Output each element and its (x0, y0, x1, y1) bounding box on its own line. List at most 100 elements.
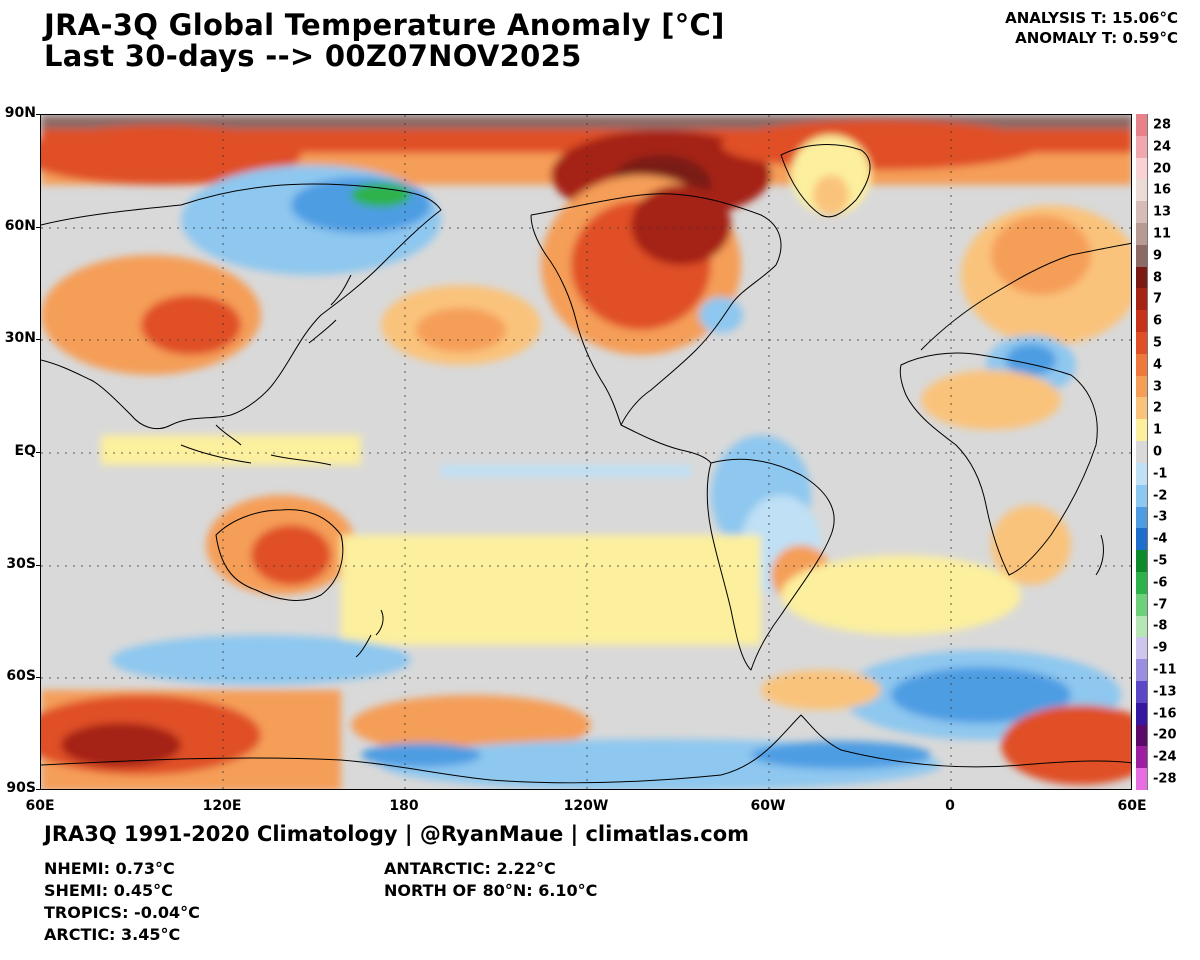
colorbar-level: 20 (1136, 157, 1198, 180)
colorbar-label: 16 (1153, 182, 1172, 198)
colorbar-label: 11 (1153, 226, 1172, 242)
colorbar-swatch (1136, 724, 1148, 747)
colorbar-level: 6 (1136, 310, 1198, 333)
colorbar-level: 1 (1136, 419, 1198, 442)
colorbar-level: -24 (1136, 746, 1198, 769)
colorbar-label: -28 (1153, 771, 1177, 787)
colorbar-label: -13 (1153, 684, 1177, 700)
colorbar-swatch (1136, 419, 1148, 442)
stat-tropics: TROPICS: -0.04°C (44, 903, 200, 922)
colorbar-label: 2 (1153, 400, 1163, 416)
stat-arctic: ARCTIC: 3.45°C (44, 925, 181, 944)
colorbar-swatch (1136, 135, 1148, 158)
colorbar-label: -2 (1153, 488, 1168, 504)
lon-label-60w: 60W (750, 798, 786, 814)
colorbar-swatch (1136, 702, 1148, 725)
title-line-1: JRA-3Q Global Temperature Anomaly [°C] (44, 8, 725, 42)
colorbar-label: -4 (1153, 531, 1168, 547)
colorbar-level: 28 (1136, 114, 1198, 136)
colorbar-swatch (1136, 637, 1148, 660)
colorbar-swatch (1136, 244, 1148, 267)
colorbar-level: 13 (1136, 201, 1198, 224)
colorbar-swatch (1136, 593, 1148, 616)
colorbar-label: -9 (1153, 640, 1168, 656)
colorbar-swatch (1136, 484, 1148, 507)
colorbar-level: -7 (1136, 593, 1198, 616)
regional-stats-left: NHEMI: 0.73°C SHEMI: 0.45°C TROPICS: -0.… (44, 858, 200, 946)
title-line-2: Last 30-days --> 00Z07NOV2025 (44, 39, 582, 73)
colorbar-label: 4 (1153, 357, 1163, 373)
colorbar-label: 3 (1153, 379, 1163, 395)
colorbar-swatch (1136, 550, 1148, 572)
colorbar-swatch (1136, 157, 1148, 180)
colorbar-level: -13 (1136, 680, 1198, 703)
colorbar-label: -11 (1153, 662, 1177, 678)
colorbar-label: 5 (1153, 335, 1163, 351)
colorbar-label: 7 (1153, 291, 1163, 307)
graticule (41, 115, 1131, 789)
stat-nhemi: NHEMI: 0.73°C (44, 859, 175, 878)
lat-label-30n: 30N (4, 330, 36, 346)
stat-shemi: SHEMI: 0.45°C (44, 881, 173, 900)
colorbar-level: 7 (1136, 288, 1198, 311)
colorbar-swatch (1136, 266, 1148, 289)
colorbar-level: 8 (1136, 266, 1198, 289)
colorbar-swatch (1136, 659, 1148, 681)
colorbar-level: 11 (1136, 223, 1198, 245)
colorbar-swatch (1136, 680, 1148, 703)
colorbar-label: 13 (1153, 204, 1172, 220)
colorbar-swatch (1136, 223, 1148, 245)
colorbar-level: 24 (1136, 135, 1198, 158)
colorbar-label: 24 (1153, 139, 1172, 155)
stat-north-of-80n: NORTH OF 80°N: 6.10°C (384, 881, 598, 900)
colorbar-level: 4 (1136, 353, 1198, 376)
anomaly-map[interactable] (40, 114, 1132, 790)
colorbar-label: -16 (1153, 706, 1177, 722)
colorbar-swatch (1136, 201, 1148, 224)
colorbar-swatch (1136, 615, 1148, 638)
colorbar-swatch (1136, 375, 1148, 398)
colorbar-swatch (1136, 462, 1148, 485)
colorbar-level: -9 (1136, 637, 1198, 660)
colorbar-swatch (1136, 571, 1148, 594)
lon-label-0: 0 (945, 798, 955, 814)
lon-label-120e: 120E (202, 798, 242, 814)
anomaly-temperature: ANOMALY T: 0.59°C (1015, 29, 1178, 47)
colorbar-level: 16 (1136, 179, 1198, 202)
colorbar-level: 9 (1136, 244, 1198, 267)
colorbar-label: -24 (1153, 749, 1177, 765)
colorbar-swatch (1136, 506, 1148, 529)
coastlines (41, 144, 1131, 784)
colorbar-label: -1 (1153, 466, 1168, 482)
colorbar-level: 5 (1136, 332, 1198, 354)
colorbar-label: 6 (1153, 313, 1163, 329)
colorbar-level: -28 (1136, 768, 1198, 790)
colorbar-level: -16 (1136, 702, 1198, 725)
credits-line: JRA3Q 1991-2020 Climatology | @RyanMaue … (44, 822, 750, 846)
anomaly-field (41, 115, 1131, 789)
lat-label-90s: 90S (6, 780, 36, 796)
colorbar-level: -8 (1136, 615, 1198, 638)
colorbar-level: 0 (1136, 441, 1198, 463)
lat-label-60n: 60N (4, 218, 36, 234)
colorbar-swatch (1136, 310, 1148, 333)
colorbar-level: -3 (1136, 506, 1198, 529)
colorbar-label: 28 (1153, 117, 1172, 133)
colorbar-swatch (1136, 288, 1148, 311)
colorbar-legend: 28 24 20 16 13 11 9 8 7 6 5 4 3 2 1 0 -1 -2 -3 -4 -5 -6 -7 -8 -9… (1136, 114, 1198, 790)
lon-label-60e-right: 60E (1117, 798, 1147, 814)
colorbar-label: -20 (1153, 727, 1177, 743)
colorbar-label: -3 (1153, 509, 1168, 525)
lon-label-60e: 60E (25, 798, 55, 814)
colorbar-label: -8 (1153, 618, 1168, 634)
colorbar-level: 2 (1136, 397, 1198, 420)
colorbar-level: -5 (1136, 550, 1198, 572)
lat-label-90n: 90N (4, 105, 36, 121)
colorbar-label: 8 (1153, 270, 1163, 286)
colorbar-label: -6 (1153, 575, 1168, 591)
analysis-temperature: ANALYSIS T: 15.06°C (1005, 9, 1178, 27)
colorbar-swatch (1136, 179, 1148, 202)
colorbar-level: 3 (1136, 375, 1198, 398)
colorbar-level: -20 (1136, 724, 1198, 747)
colorbar-level: -11 (1136, 659, 1198, 681)
